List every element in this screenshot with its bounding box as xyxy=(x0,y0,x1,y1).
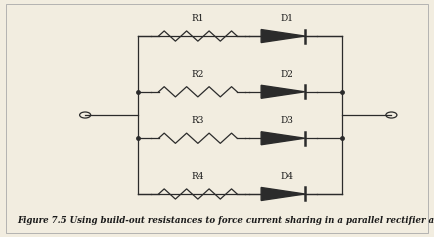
Text: R3: R3 xyxy=(192,116,204,125)
Polygon shape xyxy=(261,30,305,43)
Text: R1: R1 xyxy=(191,14,204,23)
Polygon shape xyxy=(261,85,305,98)
Text: D1: D1 xyxy=(281,14,294,23)
Text: D3: D3 xyxy=(281,116,294,125)
Text: D2: D2 xyxy=(281,70,294,79)
Text: R2: R2 xyxy=(192,70,204,79)
Polygon shape xyxy=(261,187,305,201)
Text: R4: R4 xyxy=(191,172,204,181)
Text: Figure 7.5 Using build-out resistances to force current sharing in a parallel re: Figure 7.5 Using build-out resistances t… xyxy=(17,216,434,225)
Polygon shape xyxy=(261,132,305,145)
Text: D4: D4 xyxy=(281,172,294,181)
